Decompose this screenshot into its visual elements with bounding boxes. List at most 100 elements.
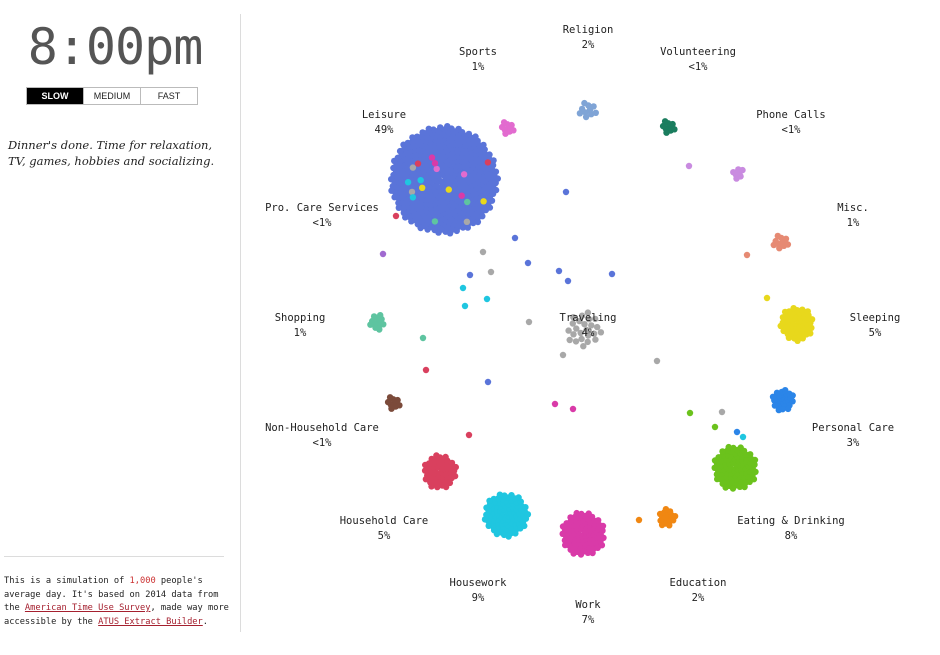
about-count: 1,000 (129, 576, 156, 586)
sleeping-percent: 5% (869, 327, 882, 339)
leisure-person-dot (391, 157, 398, 165)
traveling-person-dot (559, 351, 567, 359)
leisure-person-dot (492, 168, 500, 175)
leisure-person-dot (486, 204, 494, 211)
traveling-person-dot (739, 433, 747, 441)
traveling-person-dot (551, 400, 559, 408)
household-care-person-dot (442, 453, 449, 461)
leisure-person-dot (492, 186, 500, 194)
non-household-care-percent: <1% (313, 437, 333, 449)
leisure-percent: 49% (375, 124, 395, 136)
housework-person-dot (496, 491, 504, 498)
leisure-person-dot (446, 230, 454, 237)
eating-drinking-percent: 8% (785, 530, 798, 542)
speed-medium-button[interactable]: MEDIUM (83, 88, 140, 104)
household-care-person-dot (421, 467, 429, 474)
eating-drinking-person-dot (750, 476, 758, 483)
housework-person-dot (508, 492, 515, 499)
traveling-person-dot (580, 343, 587, 350)
eating-drinking-person-dot (713, 471, 721, 478)
traveling-person-dot (484, 378, 492, 386)
leisure-person-dot (489, 162, 497, 169)
work-person-dot (599, 522, 607, 530)
leisure-person-dot (430, 126, 437, 133)
leisure-person-dot (490, 157, 497, 164)
eating-drinking-person-dot (741, 483, 748, 491)
traveling-person-dot (594, 323, 601, 331)
volunteering-person-dot (671, 126, 678, 133)
leisure-person-dot (472, 133, 479, 140)
household-care-person-dot (448, 459, 456, 467)
leisure-person-dot (395, 204, 402, 211)
visitor-dot (431, 160, 439, 167)
atus-extract-builder-link[interactable]: ATUS Extract Builder (98, 616, 203, 627)
traveling-percent: 4% (582, 327, 595, 339)
education-person-dot (666, 522, 673, 529)
time-of-day-clock: 8:00pm (27, 18, 204, 76)
personal-care-label: Personal Care (812, 422, 894, 434)
leisure-person-dot (408, 218, 415, 225)
household-care-person-dot (433, 452, 440, 459)
traveling-person-dot (581, 321, 588, 328)
household-care-person-dot (428, 483, 435, 490)
sports-person-dot (498, 123, 506, 131)
work-person-dot (600, 534, 607, 541)
eating-drinking-person-dot (729, 485, 737, 492)
sleeping-person-dot (780, 327, 787, 335)
traveling-person-dot (570, 331, 577, 338)
traveling-person-dot (583, 326, 590, 334)
housework-label: Housework (450, 577, 508, 589)
religion-person-dot (592, 109, 599, 117)
leisure-person-dot (453, 227, 460, 235)
visitor-dot (428, 154, 436, 161)
housework-percent: 9% (472, 592, 485, 604)
traveling-person-dot (653, 357, 661, 365)
visitor-dot (464, 198, 471, 206)
traveling-person-dot (592, 336, 599, 343)
speed-slow-button[interactable]: SLOW (27, 88, 83, 104)
sidebar: 8:00pm SLOW MEDIUM FAST Dinner's done. T… (0, 0, 240, 655)
leisure-person-dot (402, 214, 409, 221)
leisure-person-dot (417, 224, 424, 232)
leisure-person-dot (400, 141, 407, 148)
traveling-person-dot (576, 317, 583, 325)
atus-link[interactable]: American Time Use Survey (24, 603, 151, 613)
household-care-person-dot (434, 483, 441, 491)
traveling-person-dot (392, 212, 400, 220)
housework-person-dot (483, 504, 490, 511)
traveling-person-dot (578, 335, 585, 343)
shopping-person-dot (376, 326, 383, 333)
non-household-care-label: Non-Household Care (265, 422, 379, 434)
phone-calls-label: Phone Calls (756, 109, 826, 121)
sleeping-person-dot (785, 334, 793, 341)
housework-person-dot (521, 522, 528, 530)
speed-fast-button[interactable]: FAST (140, 88, 197, 104)
visitor-dot (460, 171, 468, 178)
sleeping-label: Sleeping (850, 312, 901, 324)
about-part4: . (202, 616, 208, 627)
leisure-person-dot (480, 141, 487, 149)
leisure-person-dot (390, 164, 397, 172)
traveling-person-dot (570, 314, 577, 321)
visitor-dot (458, 192, 465, 199)
about-text: This is a simulation of 1,000 people's a… (4, 575, 229, 629)
housework-person-dot (512, 530, 519, 537)
leisure-person-dot (391, 194, 398, 201)
household-care-person-dot (422, 461, 429, 469)
traveling-person-dot (419, 334, 427, 342)
traveling-person-dot (487, 268, 495, 276)
religion-label: Religion (563, 24, 614, 36)
misc-person-dot (770, 241, 777, 249)
leisure-person-dot (419, 129, 426, 136)
traveling-person-dot (711, 423, 719, 431)
religion-person-dot (582, 113, 590, 121)
leisure-person-dot (474, 218, 482, 226)
traveling-person-dot (479, 248, 487, 256)
eating-drinking-person-dot (737, 444, 744, 451)
traveling-person-dot (564, 277, 572, 285)
leisure-person-dot (388, 176, 395, 183)
personal-care-person-dot (775, 406, 782, 414)
leisure-person-dot (395, 199, 402, 207)
misc-label: Misc. (837, 202, 869, 214)
sleeping-person-dot (807, 330, 814, 337)
